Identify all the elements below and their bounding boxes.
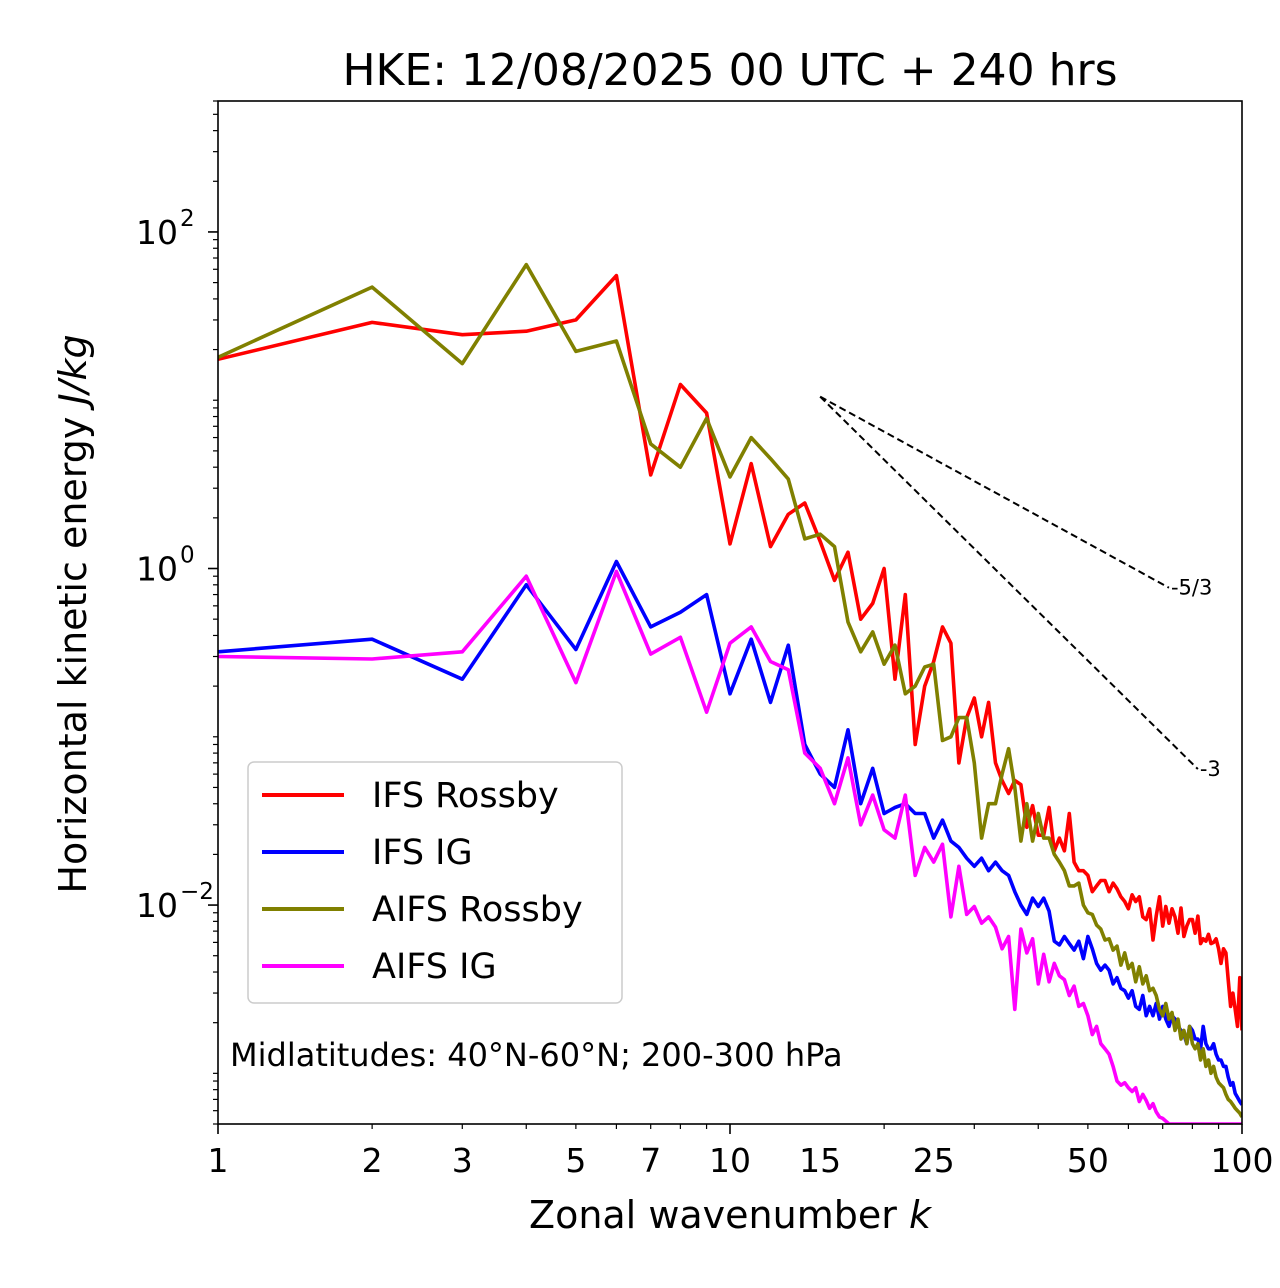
reference-line-1 (819, 395, 1170, 589)
legend: IFS Rossby IFS IG AIFS Rossby AIFS IG (247, 761, 623, 1004)
x-tick-label: 5 (565, 1141, 586, 1180)
x-axis-label-var: k (909, 1193, 933, 1237)
x-tick-label: 7 (640, 1141, 661, 1180)
legend-box (247, 761, 623, 1004)
region-annotation: Midlatitudes: 40°N-60°N; 200-300 hPa (230, 1036, 843, 1074)
x-tick-label: 10 (709, 1141, 751, 1180)
y-axis-label-text: Horizontal kinetic energy (51, 417, 95, 894)
x-axis-label: Zonal wavenumber k (529, 1193, 933, 1237)
x-tick-label: 2 (362, 1141, 383, 1180)
x-tick-label: 25 (913, 1141, 955, 1180)
reference-line-2 (819, 395, 1199, 770)
x-axis: 1 2 3 5 7 10 15 25 50 100 (208, 1124, 1274, 1180)
series-line-aifs-ig (218, 569, 1242, 1124)
reference-line-label-2: -3 (1200, 757, 1221, 781)
y-tick-label-exponent: 2 (180, 206, 195, 232)
y-tick-label: 10 (136, 550, 178, 589)
legend-label-ifs-rossby: IFS Rossby (372, 776, 559, 816)
x-tick-label: 15 (799, 1141, 841, 1180)
y-tick-label-exponent: 0 (180, 543, 195, 569)
legend-label-aifs-ig: AIFS IG (372, 947, 497, 987)
x-tick-label: 100 (1211, 1141, 1274, 1180)
reference-line-label-1: -5/3 (1171, 576, 1212, 600)
x-axis-label-text: Zonal wavenumber (529, 1193, 897, 1237)
x-tick-label: 50 (1067, 1141, 1109, 1180)
reference-slope-lines: -5/3 -3 (819, 395, 1221, 781)
legend-label-ifs-ig: IFS IG (372, 833, 473, 873)
series-line-ifs-ig (218, 559, 1242, 1106)
series-lines (218, 262, 1242, 1124)
legend-label-aifs-rossby: AIFS Rossby (372, 890, 583, 930)
x-tick-label: 1 (208, 1141, 229, 1180)
series-line-ifs-rossby (218, 273, 1242, 1031)
y-axis-label-unit: J/kg (51, 334, 95, 411)
y-tick-label: 10 (136, 886, 178, 925)
x-tick-label: 3 (452, 1141, 473, 1180)
y-axis-label: Horizontal kinetic energy J/kg (51, 334, 95, 893)
y-tick-label-exponent: −2 (180, 879, 214, 905)
chart-title: HKE: 12/08/2025 00 UTC + 240 hrs (342, 45, 1117, 96)
y-tick-label: 10 (136, 213, 178, 252)
series-line-aifs-rossby (218, 262, 1242, 1118)
